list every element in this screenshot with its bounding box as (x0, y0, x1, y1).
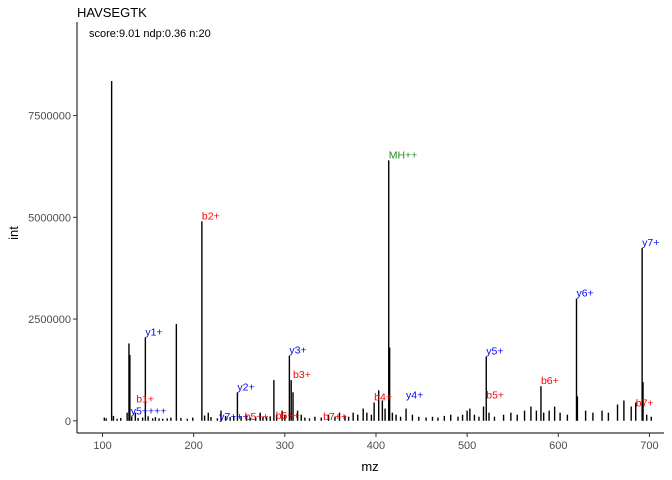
y-tick-label: 7500000 (28, 111, 71, 123)
ion-annotation: y1+ (145, 326, 162, 338)
y-axis-ticks: 0 2500000 5000000 7500000 (28, 111, 77, 428)
peak-group (103, 81, 652, 421)
annotation-group: b1+ y1+ y5++++ b2+ y2+ y7+++b5++ b6++ y3+ b3+ b7+… (131, 149, 660, 423)
x-tick-label: 700 (640, 440, 658, 452)
x-tick-label: 200 (184, 440, 202, 452)
ion-annotation: b6++ (276, 410, 300, 422)
ion-annotation: b2+ (202, 210, 220, 222)
ion-annotation: MH++ (389, 149, 418, 161)
x-tick-label: 500 (458, 440, 476, 452)
y-tick-label: 2500000 (28, 314, 71, 326)
x-axis-label: mz (361, 459, 378, 474)
ion-annotation: b1+ (136, 394, 154, 406)
ion-annotation: y7+ (642, 237, 659, 249)
ion-annotation: y2+ (237, 381, 254, 393)
ion-annotation: y5++++ (131, 406, 167, 418)
x-tick-label: 300 (276, 440, 294, 452)
ion-annotation: b3+ (293, 369, 311, 381)
y-tick-label: 0 (65, 416, 71, 428)
ion-annotation: b7++ (323, 411, 347, 423)
y-tick-label: 5000000 (28, 212, 71, 224)
x-tick-label: 100 (93, 440, 111, 452)
y-axis-label: int (6, 226, 21, 240)
x-axis-ticks: 100 200 300 400 500 600 700 (93, 433, 659, 452)
chart-subtitle: score:9.01 ndp:0.36 n:20 (89, 28, 211, 40)
ion-annotation: b5++ (245, 411, 269, 423)
ion-annotation: y3+ (289, 345, 306, 357)
x-tick-label: 400 (367, 440, 385, 452)
x-tick-label: 600 (549, 440, 567, 452)
ion-annotation: b5+ (486, 389, 504, 401)
ion-annotation: y5+ (486, 345, 503, 357)
ion-annotation: b4+ (374, 391, 392, 403)
ion-annotation: b6+ (541, 375, 559, 387)
ion-annotation: y7+++ (219, 411, 249, 423)
ion-annotation: y4+ (406, 389, 423, 401)
ion-annotation: b7+ (636, 398, 654, 410)
chart-title: HAVSEGTK (77, 5, 147, 20)
ion-annotation: y6+ (576, 288, 593, 300)
